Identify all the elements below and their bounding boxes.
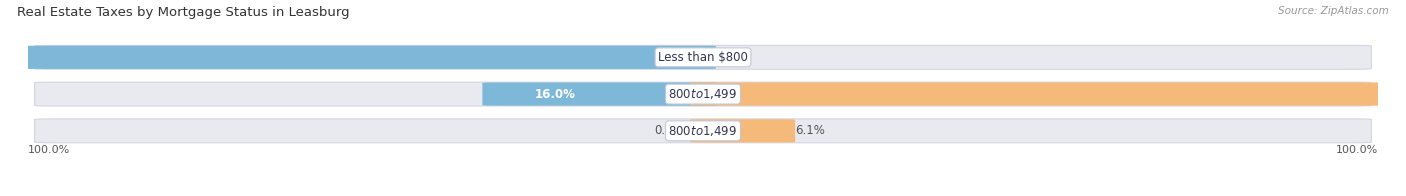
Text: 0.0%: 0.0% (723, 51, 752, 64)
FancyBboxPatch shape (35, 45, 1371, 69)
Text: 16.0%: 16.0% (534, 88, 575, 101)
Text: 100.0%: 100.0% (1336, 145, 1378, 155)
Text: 0.0%: 0.0% (654, 124, 683, 137)
Text: 6.1%: 6.1% (796, 124, 825, 137)
FancyBboxPatch shape (35, 82, 1371, 106)
Text: Less than $800: Less than $800 (658, 51, 748, 64)
FancyBboxPatch shape (690, 83, 1406, 106)
Text: $800 to $1,499: $800 to $1,499 (668, 124, 738, 138)
Text: $800 to $1,499: $800 to $1,499 (668, 87, 738, 101)
Text: 100.0%: 100.0% (28, 145, 70, 155)
FancyBboxPatch shape (0, 46, 716, 69)
Text: Source: ZipAtlas.com: Source: ZipAtlas.com (1278, 6, 1389, 16)
Text: Real Estate Taxes by Mortgage Status in Leasburg: Real Estate Taxes by Mortgage Status in … (17, 6, 350, 19)
FancyBboxPatch shape (35, 119, 1371, 143)
FancyBboxPatch shape (690, 119, 796, 142)
FancyBboxPatch shape (482, 83, 716, 106)
